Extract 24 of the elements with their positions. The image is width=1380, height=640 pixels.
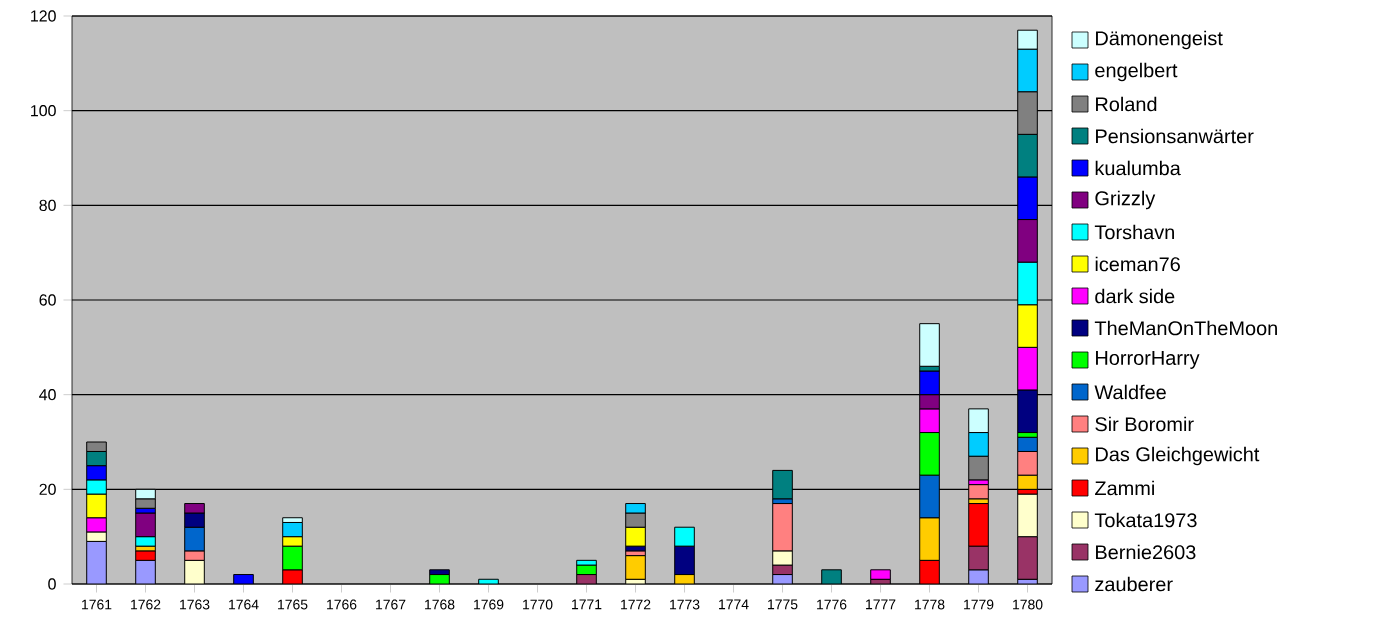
legend-label: Waldfee <box>1094 384 1166 400</box>
legend-label: Zammi <box>1095 480 1154 496</box>
legend-label: Bernie2603 <box>1096 544 1196 560</box>
legend-label: Dämonengeist <box>1096 30 1223 50</box>
bar <box>625 555 646 580</box>
legend-label: Sir Boromir <box>1095 416 1194 432</box>
bar <box>968 484 989 500</box>
bar <box>772 469 793 500</box>
legend-label: HorrorHarry <box>1096 351 1200 369</box>
legend-label: Das Gleichgewicht <box>1096 446 1260 466</box>
bar <box>429 569 450 576</box>
legend-label: Roland <box>1096 96 1157 112</box>
legend-label: TheManOnTheMoon <box>1094 320 1277 336</box>
legend-label: Tokata1973 <box>1094 512 1197 528</box>
legend-label: engelbert <box>1095 62 1178 82</box>
bar <box>870 569 891 580</box>
legend-label: iceman76 <box>1095 256 1180 272</box>
legend-label: dark side <box>1095 288 1175 304</box>
legend-label: Grizzly <box>1095 190 1156 210</box>
legend-label: Torshavn <box>1094 224 1174 240</box>
legend-label: zauberer <box>1095 576 1173 592</box>
bar <box>919 323 940 367</box>
legend-label: Pensionsanwärter <box>1096 128 1254 144</box>
legend-label: kualumba <box>1095 160 1181 176</box>
